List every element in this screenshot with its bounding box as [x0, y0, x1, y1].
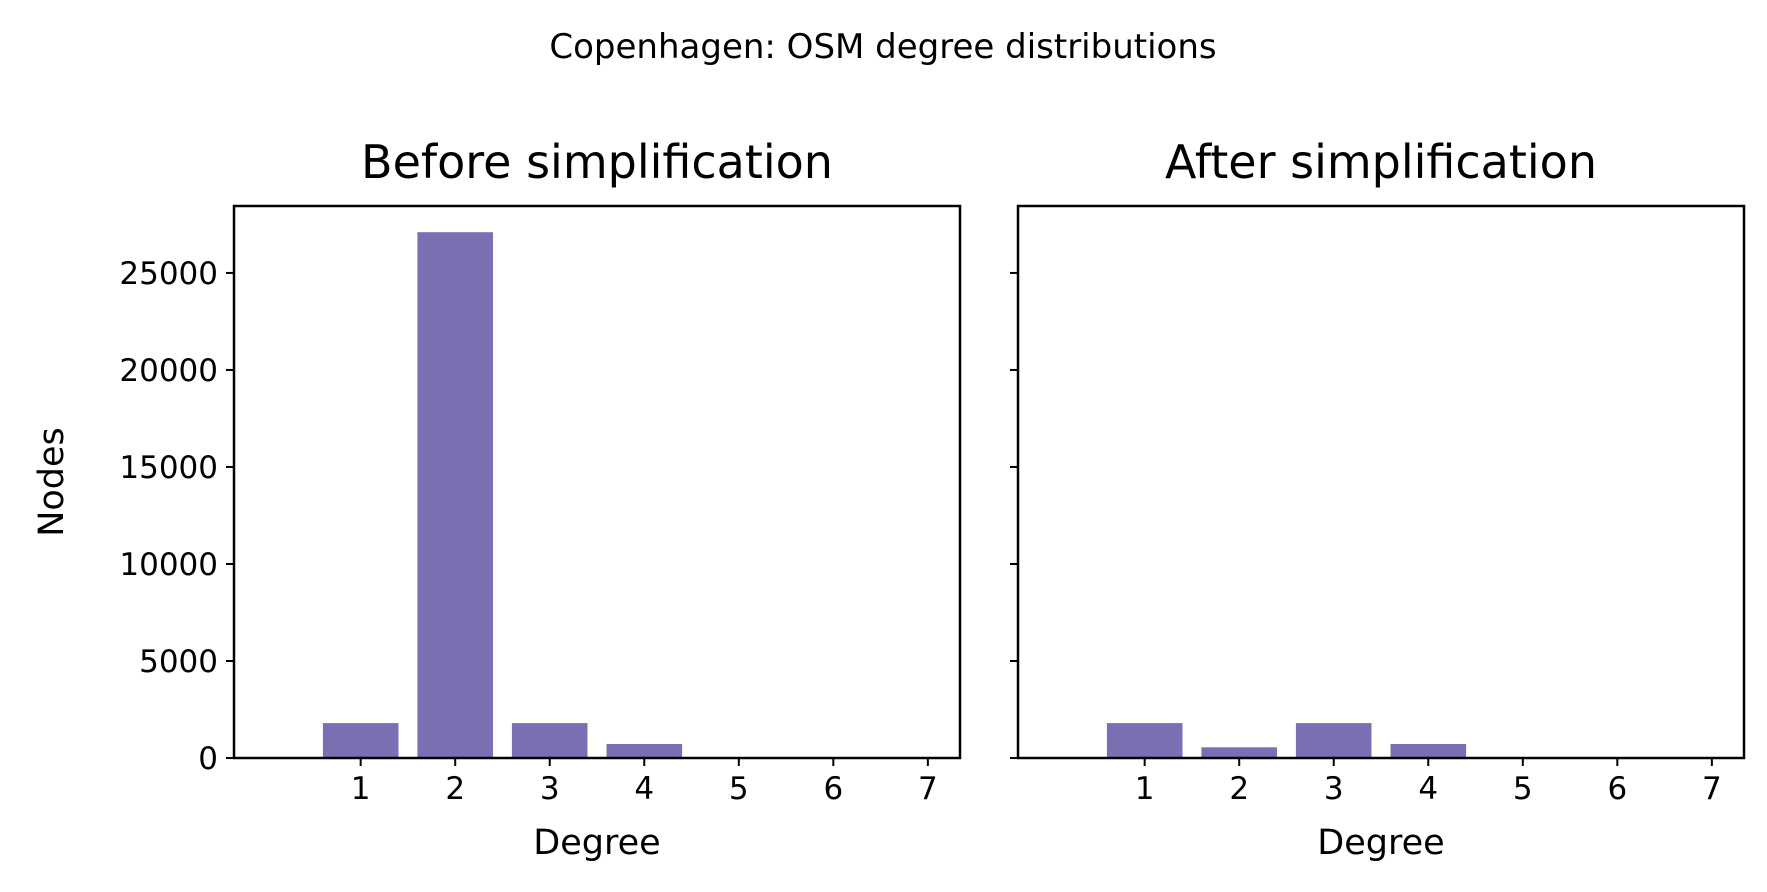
- bar-before-degree-3: [511, 723, 588, 758]
- plot-frame-before: [232, 204, 962, 760]
- y-tick-label-20000: 20000: [119, 353, 218, 389]
- y-tick-label-25000: 25000: [119, 256, 218, 292]
- bars-after: [1106, 723, 1467, 758]
- x-tick-label-before-2: 2: [445, 771, 465, 807]
- panel-after-simplification: After simplification 1 2 3 4 5 6 7 Degree: [1010, 135, 1746, 863]
- x-tick-label-before-4: 4: [634, 771, 654, 807]
- bar-after-degree-3: [1295, 723, 1372, 758]
- x-tick-label-after-7: 7: [1702, 771, 1722, 807]
- y-tick-label-5000: 5000: [139, 644, 218, 680]
- x-tick-label-before-5: 5: [729, 771, 749, 807]
- bars-before: [322, 232, 683, 758]
- bar-before-degree-4: [606, 744, 683, 758]
- panel-title-after: After simplification: [1165, 135, 1597, 189]
- figure-title: Copenhagen: OSM degree distributions: [549, 27, 1216, 67]
- panel-before-simplification: Before simplification 1 2 3 4 5 6 705000100001…: [32, 135, 962, 863]
- x-tick-label-after-6: 6: [1607, 771, 1627, 807]
- y-axis-label: Nodes: [32, 427, 72, 537]
- panel-title-before: Before simplification: [361, 135, 833, 189]
- x-tick-label-before-7: 7: [918, 771, 938, 807]
- x-tick-label-after-2: 2: [1229, 771, 1249, 807]
- x-tick-label-after-4: 4: [1418, 771, 1438, 807]
- x-tick-label-before-6: 6: [823, 771, 843, 807]
- x-tick-label-after-5: 5: [1513, 771, 1533, 807]
- x-tick-label-after-3: 3: [1324, 771, 1344, 807]
- x-tick-label-after-1: 1: [1135, 771, 1155, 807]
- y-tick-label-0: 0: [198, 741, 218, 777]
- x-tick-label-before-1: 1: [351, 771, 371, 807]
- plot-frame-after: [1016, 204, 1746, 760]
- bar-before-degree-2: [417, 232, 493, 758]
- bar-after-degree-4: [1390, 744, 1467, 758]
- y-tick-label-10000: 10000: [119, 547, 218, 583]
- bar-after-degree-1: [1106, 723, 1183, 758]
- x-axis-label-before: Degree: [533, 823, 660, 863]
- bar-after-degree-2: [1201, 747, 1277, 758]
- ticks-after: 1 2 3 4 5 6 7: [1010, 271, 1722, 807]
- ticks-before: 1 2 3 4 5 6 7 0 5000 10000 15000 20000 25000: [119, 256, 937, 807]
- y-tick-label-15000: 15000: [119, 450, 218, 486]
- x-axis-label-after: Degree: [1317, 823, 1444, 863]
- x-tick-label-before-3: 3: [540, 771, 560, 807]
- bar-before-degree-1: [322, 723, 399, 758]
